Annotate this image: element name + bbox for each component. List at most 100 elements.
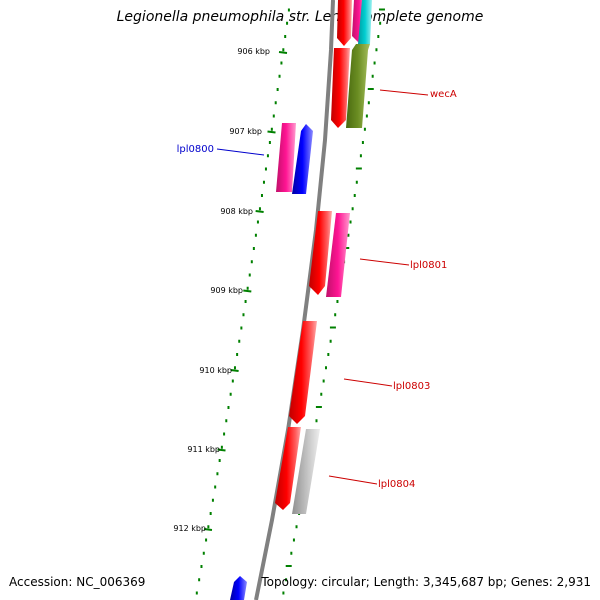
- ruler-labels: 906 kbp 907 kbp 908 kbp 909 kbp 910 kbp …: [173, 47, 270, 533]
- ruler-minor-tick: [250, 260, 253, 264]
- gene-arrow[interactable]: [358, 0, 372, 50]
- outer-track-tick: [375, 48, 378, 52]
- gene-wecA[interactable]: [346, 44, 370, 128]
- outer-track-tick: [373, 61, 376, 65]
- ruler-minor-tick: [252, 247, 255, 250]
- ruler-label: 906 kbp: [237, 47, 270, 56]
- gene-arrow[interactable]: [276, 123, 296, 192]
- outer-track-tick: [336, 300, 339, 303]
- label-leaders: [216, 89, 429, 485]
- gene-label-lpl0804[interactable]: lpl0804: [378, 479, 415, 490]
- gene-labels: wecA lpl0800 lpl0801 lpl0803 lpl0804: [177, 89, 457, 490]
- ruler-label: 907 kbp: [229, 127, 262, 136]
- ruler-minor-tick: [209, 512, 212, 515]
- outer-track-tick: [324, 366, 327, 370]
- accession-text: Accession: NC_006369: [9, 575, 146, 589]
- outer-track-tick: [315, 406, 322, 408]
- outer-track-tick: [367, 88, 374, 90]
- ruler-minor-tick: [258, 207, 261, 211]
- outer-track-tick: [349, 220, 352, 224]
- ruler-minor-tick: [274, 101, 277, 105]
- ruler-minor-tick: [246, 286, 249, 290]
- ruler-minor-tick: [272, 114, 275, 118]
- gene-features: [230, 0, 372, 600]
- gene-label-lpl0800[interactable]: lpl0800: [177, 144, 214, 155]
- ruler-minor-tick: [227, 406, 230, 409]
- gene-arrow[interactable]: [337, 0, 352, 46]
- ruler-minor-tick: [260, 194, 263, 197]
- ruler-minor-tick: [231, 379, 234, 383]
- outer-track-tick: [327, 353, 330, 356]
- ruler-minor-tick: [233, 366, 236, 370]
- ruler-major-tick: [217, 448, 226, 452]
- ruler-minor-tick: [248, 273, 251, 277]
- ruler-major-tick: [243, 289, 252, 293]
- gene-label-lpl0803[interactable]: lpl0803: [393, 381, 430, 392]
- gene-label-wecA[interactable]: wecA: [430, 89, 457, 100]
- outer-track-tick: [290, 551, 293, 555]
- gene-arrow[interactable]: [275, 427, 301, 510]
- outer-track-tick: [285, 565, 292, 567]
- gene-lpl0800[interactable]: [292, 124, 313, 194]
- ruler-minor-tick: [270, 127, 273, 131]
- outer-track-tick: [295, 525, 298, 529]
- ruler-minor-tick: [236, 353, 239, 356]
- ruler-minor-tick: [287, 8, 290, 12]
- outer-track-tick: [285, 578, 288, 582]
- ruler-minor-tick: [256, 220, 259, 224]
- ruler-minor-ticks: [195, 8, 290, 595]
- ruler-major-tick: [230, 369, 239, 372]
- ruler-minor-tick: [238, 339, 241, 343]
- gene-lpl0804[interactable]: [292, 429, 320, 514]
- gene-lpl0803[interactable]: [289, 321, 317, 424]
- ruler-minor-tick: [200, 565, 203, 568]
- ruler-minor-tick: [205, 538, 208, 542]
- outer-track-tick: [379, 21, 382, 25]
- outer-track-tick: [334, 313, 337, 317]
- ruler-minor-tick: [207, 525, 210, 529]
- gene-arrow[interactable]: [230, 576, 247, 600]
- outer-track-dots: [282, 8, 385, 595]
- ruler-minor-tick: [229, 392, 232, 396]
- ruler-major-tick: [255, 210, 264, 213]
- ruler-minor-tick: [266, 154, 269, 158]
- outer-track-tick: [359, 154, 362, 158]
- ruler-minor-tick: [220, 445, 223, 449]
- outer-track-tick: [329, 339, 332, 343]
- outer-track-tick: [365, 114, 368, 118]
- ruler-minor-tick: [225, 419, 228, 423]
- gene-arrow[interactable]: [309, 211, 332, 295]
- ruler-label: 912 kbp: [173, 524, 206, 533]
- outer-track-tick: [355, 167, 362, 170]
- outer-track-tick: [377, 35, 380, 38]
- ruler: [203, 51, 288, 531]
- ruler-minor-tick: [282, 48, 285, 52]
- genome-summary-text: Topology: circular; Length: 3,345,687 bp…: [261, 575, 591, 589]
- ruler-minor-tick: [286, 21, 289, 25]
- gene-lpl0801[interactable]: [326, 213, 350, 297]
- ruler-major-tick: [203, 528, 213, 531]
- ruler-minor-tick: [244, 300, 247, 303]
- gene-arrow[interactable]: [331, 48, 350, 128]
- outer-track-tick: [315, 419, 318, 423]
- outer-track-tick: [353, 194, 356, 197]
- ruler-minor-tick: [202, 551, 205, 555]
- outer-track-tick: [361, 141, 364, 144]
- ruler-minor-tick: [284, 35, 287, 38]
- ruler-minor-tick: [214, 485, 217, 489]
- outer-track-tick: [322, 379, 325, 383]
- ruler-minor-tick: [254, 233, 257, 237]
- ruler-minor-tick: [223, 432, 226, 436]
- ruler-major-tick: [278, 51, 288, 54]
- ruler-minor-tick: [216, 472, 219, 476]
- gene-label-lpl0801[interactable]: lpl0801: [410, 260, 447, 271]
- ruler-minor-tick: [198, 578, 201, 582]
- outer-track-tick: [378, 8, 385, 11]
- ruler-minor-tick: [264, 167, 267, 171]
- ruler-minor-tick: [195, 591, 198, 595]
- ruler-minor-tick: [218, 459, 221, 462]
- ruler-minor-tick: [280, 61, 283, 65]
- outer-track-tick: [363, 127, 366, 131]
- outer-track-tick: [329, 326, 336, 329]
